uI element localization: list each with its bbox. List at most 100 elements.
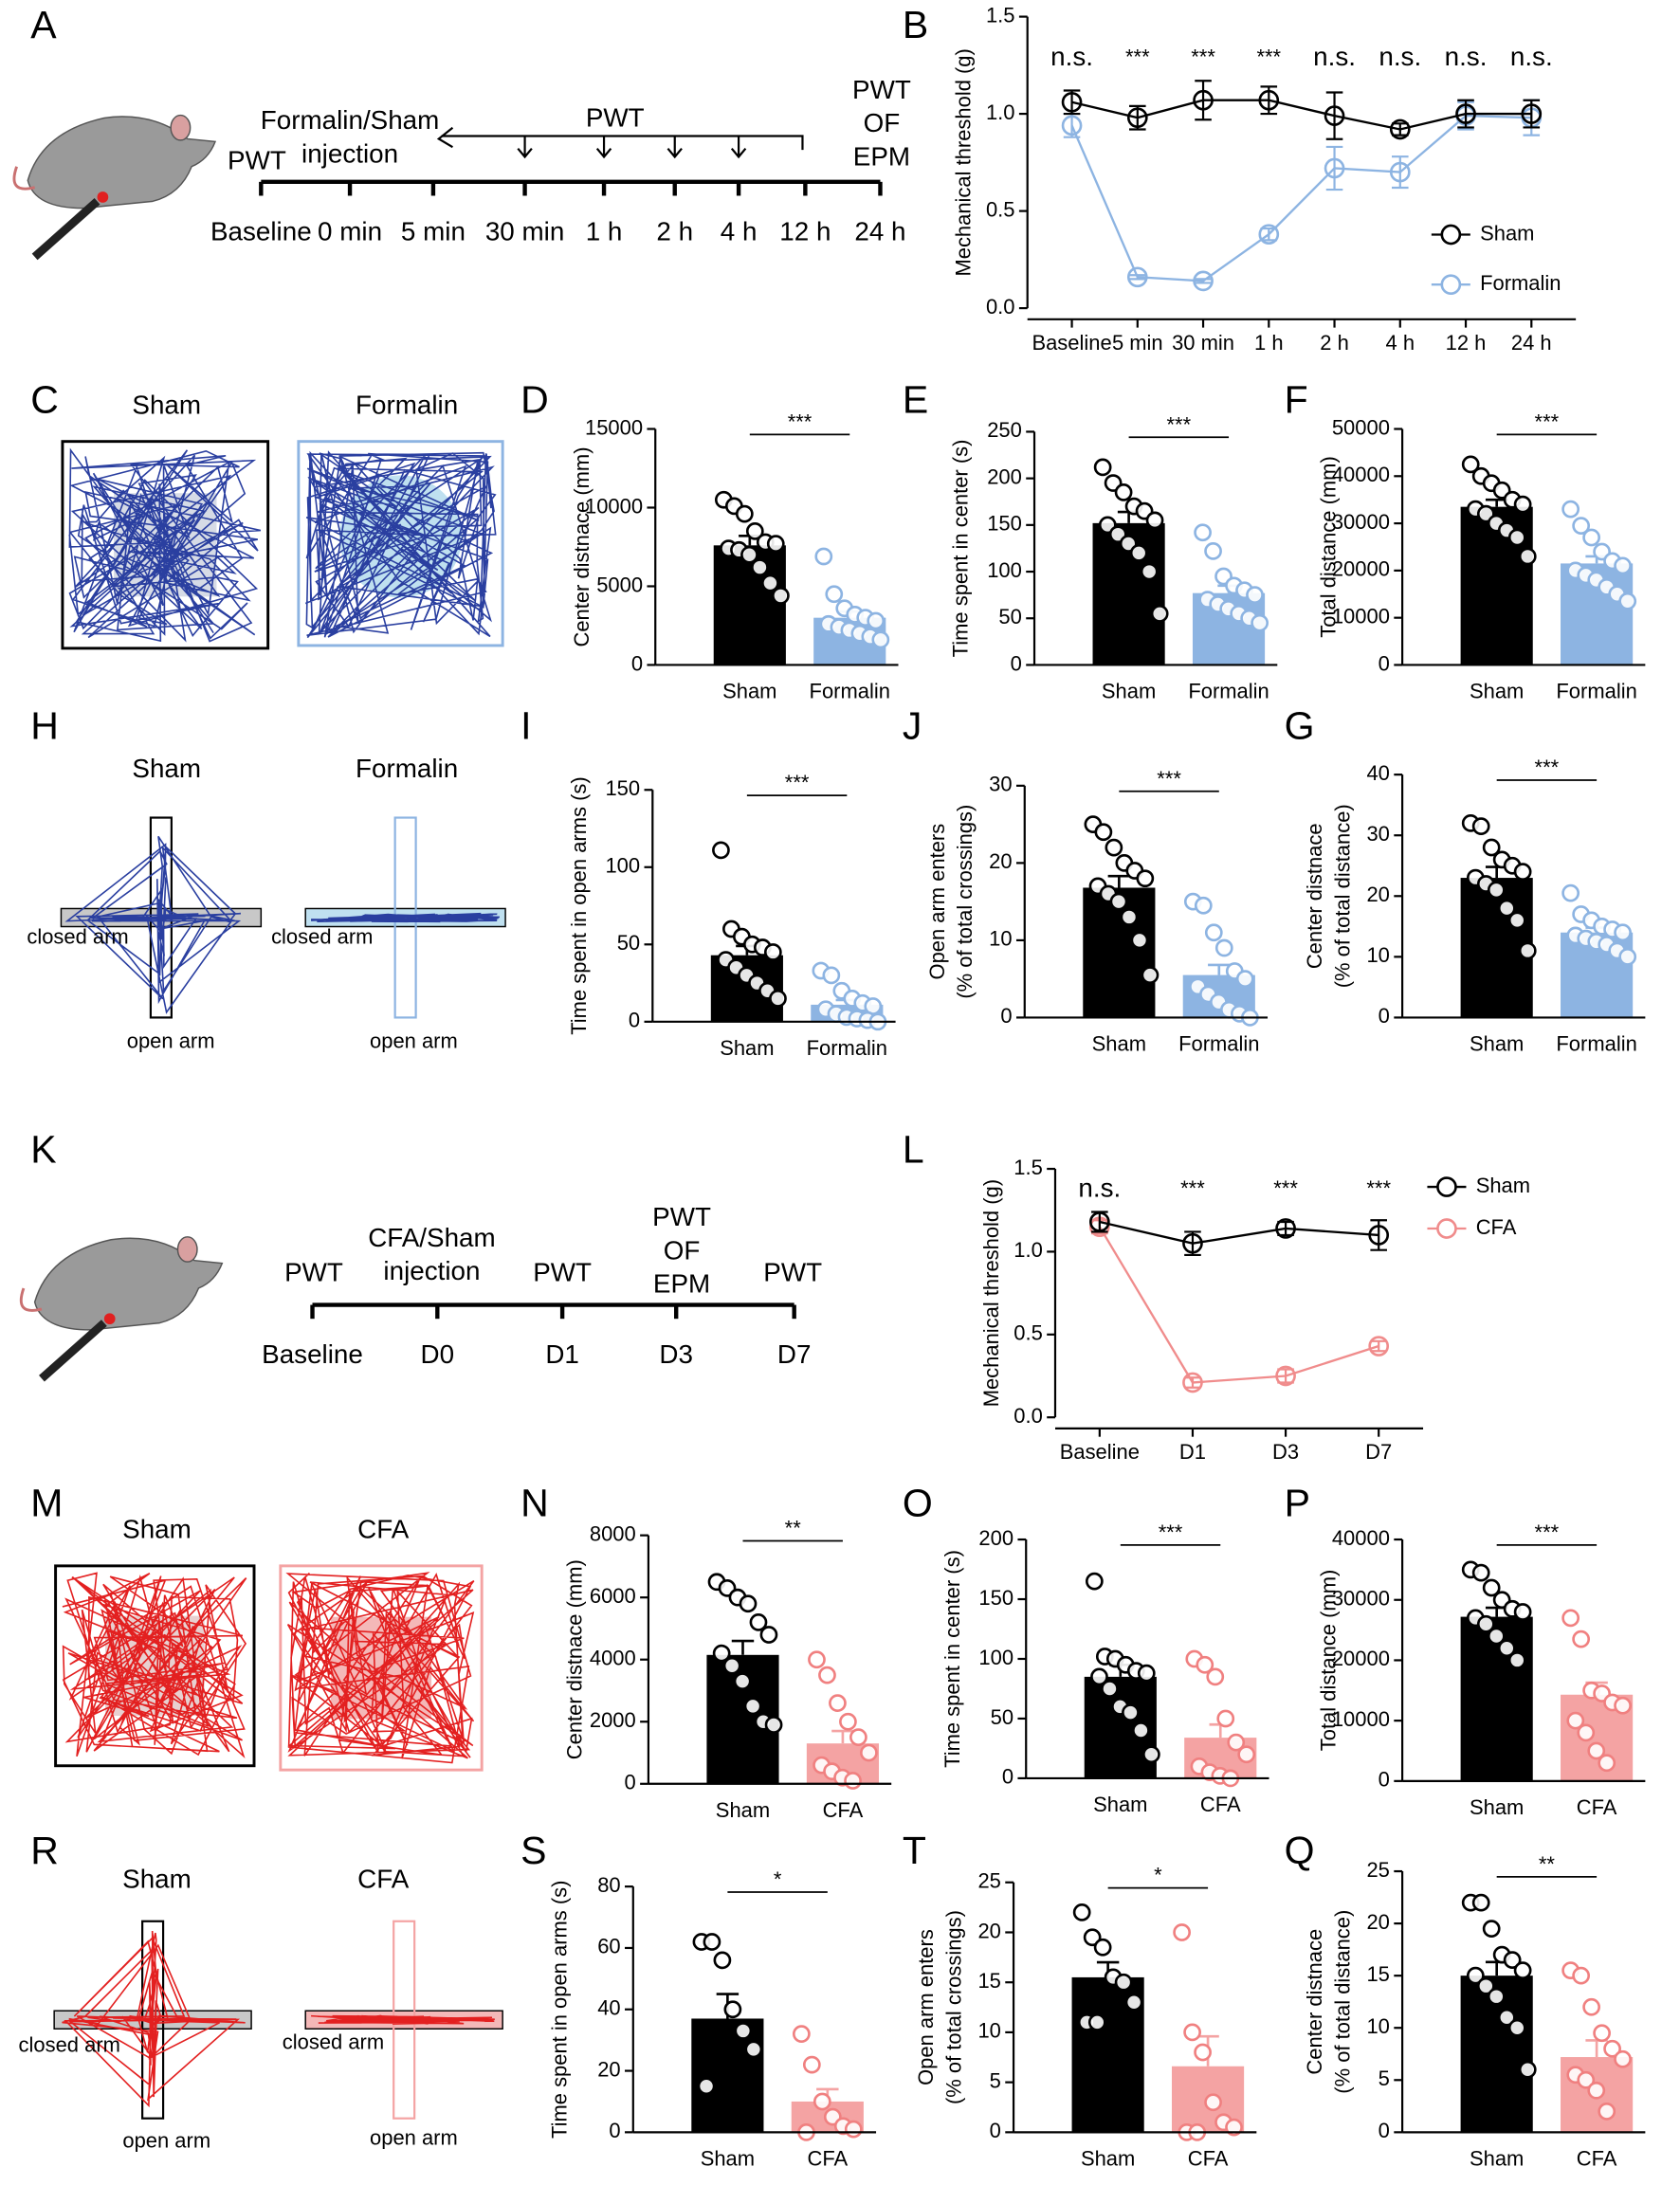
data-point <box>1214 938 1233 957</box>
y-tick-label: 0 <box>1002 1765 1013 1789</box>
timeline-label: Baseline <box>262 1339 363 1369</box>
timeline-label: D3 <box>659 1339 693 1369</box>
data-point <box>723 2000 742 2019</box>
y-tick-label: 200 <box>978 1526 1013 1550</box>
data-point <box>1507 911 1526 930</box>
data-point <box>1587 2081 1606 2100</box>
data-point <box>761 574 779 592</box>
timeline-note: PWT <box>228 146 286 175</box>
x-tick-label: Sham <box>716 1798 770 1822</box>
error-bar <box>731 1639 755 1655</box>
rat-tail <box>19 1287 43 1312</box>
data-point <box>1614 2049 1632 2068</box>
data-point <box>745 522 764 540</box>
timeline-note: PWT <box>852 75 911 104</box>
legend-label: Sham <box>1480 221 1534 245</box>
significance: *** <box>785 771 810 794</box>
x-tick-label: Formalin <box>1188 680 1269 703</box>
timeline-label: D7 <box>777 1339 812 1369</box>
data-point <box>1085 1572 1104 1591</box>
y-tick-label: 0 <box>631 651 643 675</box>
timeline-label: 5 min <box>401 216 466 246</box>
y-axis-title: Time spent in open arms (s) <box>567 776 591 1034</box>
legend-label: CFA <box>1476 1215 1517 1239</box>
significance: * <box>1154 1864 1162 1887</box>
bracket <box>441 135 804 151</box>
data-point <box>1227 1733 1246 1752</box>
significance: *** <box>1535 756 1560 779</box>
arm-label: open arm <box>370 2125 458 2149</box>
y-axis-title: Open arm enters <box>925 824 949 980</box>
rat-tail <box>12 166 35 191</box>
data-point <box>1183 2023 1201 2042</box>
error-bar <box>1195 80 1212 121</box>
data-point <box>829 1694 847 1712</box>
y-tick-label: 20 <box>1366 1910 1389 1934</box>
y-tick-label: 20 <box>989 849 1012 873</box>
data-point <box>1129 543 1148 562</box>
y-tick-label: 50000 <box>1332 415 1390 439</box>
significance: *** <box>1166 412 1191 436</box>
x-tick-label: Formalin <box>1178 1032 1259 1056</box>
y-tick-label: 50 <box>991 1705 1013 1729</box>
data-point <box>825 585 844 604</box>
y-axis-title: Mechanical threshold (g) <box>952 48 976 276</box>
data-point <box>1093 1938 1112 1957</box>
y-tick-label: 60 <box>597 1935 620 1958</box>
data-point <box>844 2120 863 2139</box>
data-point <box>792 2025 811 2044</box>
data-point <box>1471 817 1490 835</box>
marker <box>1324 105 1345 126</box>
data-point <box>1507 528 1526 547</box>
data-point <box>813 2092 831 2111</box>
arrow <box>730 136 747 159</box>
timeline-label: 2 h <box>656 216 693 246</box>
x-tick-label: 2 h <box>1320 331 1349 355</box>
arm-label: closed arm <box>283 2030 384 2053</box>
data-point <box>1246 586 1264 605</box>
data-point <box>1577 2070 1596 2089</box>
data-point <box>1614 1696 1632 1715</box>
x-tick-label: D1 <box>1179 1440 1206 1464</box>
arm-label: closed arm <box>27 925 128 949</box>
marker <box>1126 107 1148 129</box>
panel-letter: P <box>1285 1482 1310 1525</box>
data-point <box>1136 869 1155 888</box>
data-point <box>1561 1609 1580 1628</box>
y-tick-label: 20000 <box>1332 557 1390 581</box>
marker <box>1275 1365 1296 1387</box>
data-point <box>769 989 787 1008</box>
data-point <box>1482 1578 1501 1597</box>
timeline-note: PWT <box>763 1258 822 1287</box>
x-tick-label: Baseline <box>1032 331 1111 355</box>
data-point <box>1487 881 1506 900</box>
significance: ** <box>785 1517 802 1540</box>
marker <box>1258 89 1280 111</box>
panel-letter: Q <box>1285 1829 1315 1872</box>
marker <box>1061 115 1083 137</box>
panel-letter: C <box>30 378 59 422</box>
error-bar <box>1325 91 1343 140</box>
y-tick-label: 5 <box>990 2068 1001 2092</box>
y-tick-label: 100 <box>605 854 640 878</box>
marker <box>1182 1372 1203 1393</box>
y-tick-label: 0 <box>629 1009 640 1032</box>
y-tick-label: 20000 <box>1332 1647 1390 1670</box>
timeline-label: D1 <box>545 1339 579 1369</box>
y-tick-label: 10 <box>1366 2014 1389 2038</box>
x-tick-label: CFA <box>1577 1795 1617 1819</box>
significance: *** <box>1191 45 1215 68</box>
y-tick-label: 80 <box>597 1873 620 1897</box>
y-tick-label: 0 <box>990 2119 1001 2142</box>
x-tick-label: Formalin <box>807 1036 887 1060</box>
timeline-note: Formalin/Sham <box>261 105 440 135</box>
panel-letter: D <box>520 378 549 422</box>
data-point <box>1598 2102 1616 2121</box>
x-tick-label: Sham <box>1102 680 1156 703</box>
y-tick-label: 4000 <box>590 1647 636 1670</box>
arrow <box>595 136 612 159</box>
data-point <box>1476 1614 1495 1633</box>
data-point <box>1518 547 1537 566</box>
panel-letter: H <box>30 704 59 748</box>
data-point <box>822 966 841 985</box>
